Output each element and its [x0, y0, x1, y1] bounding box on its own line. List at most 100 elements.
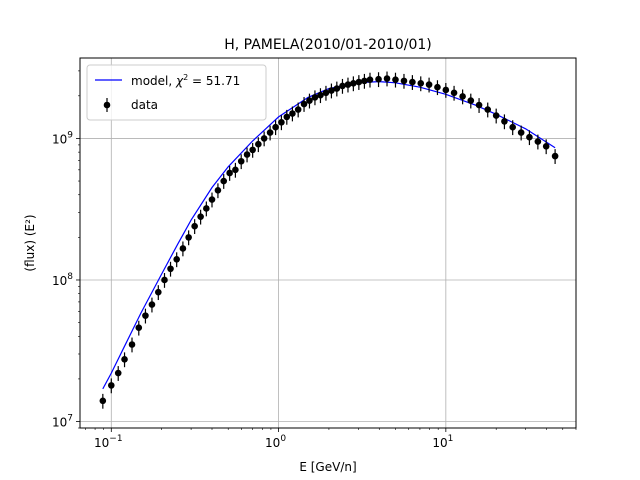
data-point — [459, 93, 466, 100]
data-point — [425, 81, 433, 88]
data-point — [350, 80, 357, 87]
data-point — [260, 135, 268, 142]
data-point — [208, 196, 216, 203]
data-point — [203, 205, 210, 212]
data-point — [283, 113, 291, 121]
data-point — [542, 142, 550, 150]
x-tick-label: 10−1 — [94, 434, 123, 450]
data-point — [272, 123, 279, 131]
y-tick-label: 107 — [52, 414, 73, 430]
data-point — [328, 87, 335, 94]
data-point — [484, 106, 492, 113]
data-point — [492, 112, 500, 119]
data-point — [191, 222, 198, 230]
data-point — [243, 151, 251, 158]
data-point — [400, 77, 408, 85]
data-point — [167, 265, 174, 273]
data-point — [344, 81, 352, 88]
data-point — [311, 94, 319, 101]
data-point — [417, 80, 425, 87]
data-point — [121, 356, 128, 363]
data-point — [148, 301, 156, 308]
y-tick-exp: 8 — [67, 272, 73, 282]
data-point — [333, 85, 341, 92]
x-tick-base: 10 — [94, 436, 109, 450]
legend-model-chi-exp: 2 — [183, 73, 188, 82]
data-point — [266, 129, 274, 136]
data-point — [289, 110, 296, 117]
data-point — [339, 82, 346, 90]
data-point — [383, 75, 391, 82]
data-point — [475, 101, 483, 109]
data-point — [278, 118, 285, 126]
data-point — [99, 397, 107, 405]
y-tick-label: 108 — [52, 272, 73, 288]
chart-title: H, PAMELA(2010/01-2010/01) — [224, 37, 431, 53]
data-point — [467, 97, 475, 104]
data-point — [135, 324, 143, 332]
data-point — [317, 91, 324, 99]
legend-data-label: data — [131, 98, 158, 112]
data-point — [375, 75, 382, 83]
data-point — [237, 157, 245, 165]
legend-model-name: model, — [131, 74, 176, 88]
data-point — [179, 245, 187, 252]
data-point — [107, 382, 115, 389]
data-point — [551, 152, 559, 160]
model-series — [102, 80, 556, 390]
data-point — [155, 288, 162, 296]
data-point — [142, 312, 149, 319]
x-tick-label: 100 — [265, 434, 286, 450]
legend-model-value: = 51.71 — [188, 74, 240, 88]
data-point — [300, 100, 308, 108]
data-point — [226, 169, 233, 177]
data-point — [185, 234, 192, 241]
x-tick-exp: 1 — [448, 434, 454, 444]
legend-box — [86, 64, 267, 121]
legend-model-chi: χ — [175, 74, 184, 88]
model-line — [102, 80, 556, 390]
data-point — [517, 129, 525, 136]
x-tick-exp: −1 — [109, 434, 122, 444]
data-point — [501, 118, 508, 125]
data-point — [294, 106, 302, 113]
y-axis-label: (flux) (E²) — [23, 214, 37, 271]
data-point — [173, 255, 180, 263]
data-point — [450, 89, 458, 97]
x-tick-base: 10 — [432, 436, 447, 450]
legend: model, χ2 = 51.71 data — [86, 64, 267, 121]
data-point — [232, 166, 239, 174]
y-tick-base: 10 — [52, 416, 67, 430]
x-axis-label: E [GeV/n] — [299, 460, 356, 474]
data-point — [361, 77, 368, 85]
data-point — [255, 140, 262, 148]
data-point — [409, 78, 416, 86]
y-tick-base: 10 — [52, 132, 67, 146]
data-point — [197, 213, 204, 220]
data-point — [434, 83, 441, 91]
data-point — [355, 78, 363, 86]
data-point — [306, 97, 313, 104]
y-tick-exp: 9 — [67, 130, 73, 140]
y-tick-base: 10 — [52, 274, 67, 288]
data-point — [526, 133, 533, 141]
data-point — [442, 86, 450, 94]
data-point — [366, 76, 374, 83]
plot-frame — [79, 57, 577, 429]
data-point — [220, 177, 228, 185]
data-point — [534, 138, 542, 145]
x-tick-label: 101 — [432, 434, 453, 450]
legend-model-label: model, χ2 = 51.71 — [131, 73, 240, 88]
data-point — [392, 76, 399, 83]
data-point — [214, 187, 222, 194]
data-series — [99, 71, 559, 409]
data-point — [128, 341, 136, 348]
x-tick-base: 10 — [265, 436, 280, 450]
y-tick-label: 109 — [52, 130, 73, 146]
x-tick-exp: 0 — [280, 434, 286, 444]
data-point — [114, 369, 122, 377]
data-point — [322, 89, 330, 97]
data-point — [509, 123, 516, 131]
data-point — [161, 276, 168, 284]
